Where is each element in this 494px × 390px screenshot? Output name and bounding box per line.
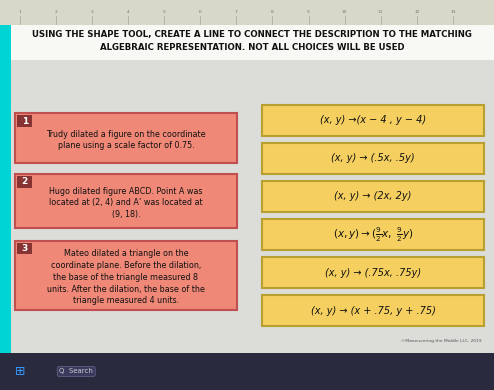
Text: 12: 12 (414, 11, 419, 14)
Text: Mateo dilated a triangle on the
coordinate plane. Before the dilation,
the base : Mateo dilated a triangle on the coordina… (47, 249, 205, 305)
Text: 6: 6 (199, 11, 202, 14)
Text: 2: 2 (54, 11, 57, 14)
Bar (0, 353, 494, 390)
Text: 4: 4 (126, 11, 129, 14)
Text: 1: 1 (22, 117, 28, 126)
Text: ⊞: ⊞ (14, 365, 25, 378)
Text: 2: 2 (22, 177, 28, 186)
Text: 7: 7 (235, 11, 238, 14)
Bar (17, 243, 32, 254)
Bar (0, 25, 494, 353)
Text: 3: 3 (22, 244, 28, 253)
FancyBboxPatch shape (262, 143, 484, 174)
Bar (17, 176, 32, 188)
Text: 9: 9 (307, 11, 310, 14)
FancyBboxPatch shape (262, 105, 484, 136)
Text: $(x, y) \rightarrow (\frac{9}{2}x,\ \frac{9}{2}y)$: $(x, y) \rightarrow (\frac{9}{2}x,\ \fra… (333, 225, 413, 244)
Text: (x, y) → (2x, 2y): (x, y) → (2x, 2y) (334, 191, 412, 202)
Bar (0, 25, 11, 353)
FancyBboxPatch shape (15, 174, 237, 228)
Text: (x, y) →(x − 4 , y − 4): (x, y) →(x − 4 , y − 4) (320, 115, 426, 126)
Text: USING THE SHAPE TOOL, CREATE A LINE TO CONNECT THE DESCRIPTION TO THE MATCHING: USING THE SHAPE TOOL, CREATE A LINE TO C… (32, 30, 472, 39)
Bar (0, 0, 494, 25)
FancyBboxPatch shape (262, 181, 484, 212)
FancyBboxPatch shape (15, 113, 237, 163)
Bar (11, 60, 494, 353)
Text: 3: 3 (90, 11, 93, 14)
Text: 1: 1 (18, 11, 21, 14)
Bar (17, 115, 32, 127)
Text: 11: 11 (378, 11, 383, 14)
Text: (x, y) → (.75x, .75y): (x, y) → (.75x, .75y) (325, 268, 421, 278)
Bar (11, 25, 494, 60)
Text: Q  Search: Q Search (59, 369, 93, 374)
Text: Hugo dilated figure ABCD. Point A was
located at (2, 4) and A’ was located at
(9: Hugo dilated figure ABCD. Point A was lo… (49, 186, 203, 219)
Text: 8: 8 (271, 11, 274, 14)
Text: 13: 13 (450, 11, 455, 14)
Text: Trudy dilated a figure on the coordinate
plane using a scale factor of 0.75.: Trudy dilated a figure on the coordinate… (46, 129, 206, 150)
FancyBboxPatch shape (262, 295, 484, 326)
FancyBboxPatch shape (15, 241, 237, 310)
Text: ©Maneuvering the Middle LLC, 2019: ©Maneuvering the Middle LLC, 2019 (401, 339, 482, 343)
Text: 5: 5 (163, 11, 165, 14)
Text: 10: 10 (342, 11, 347, 14)
Text: (x, y) → (x + .75, y + .75): (x, y) → (x + .75, y + .75) (311, 305, 435, 316)
FancyBboxPatch shape (262, 219, 484, 250)
Text: ALGEBRAIC REPRESENTATION. NOT ALL CHOICES WILL BE USED: ALGEBRAIC REPRESENTATION. NOT ALL CHOICE… (100, 43, 404, 52)
Text: (x, y) → (.5x, .5y): (x, y) → (.5x, .5y) (331, 153, 415, 163)
FancyBboxPatch shape (262, 257, 484, 288)
